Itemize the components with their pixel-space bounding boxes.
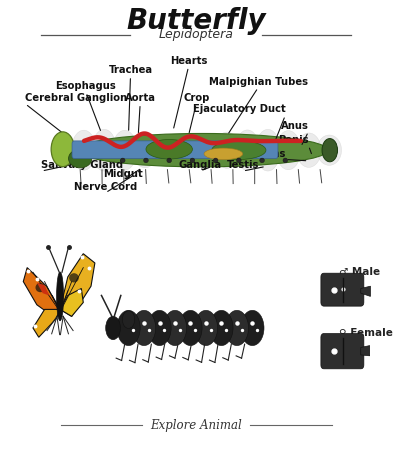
Ellipse shape [241,310,264,345]
Ellipse shape [92,129,117,171]
Text: ♀ Female: ♀ Female [339,328,392,337]
Ellipse shape [113,130,137,170]
Text: Ejaculatory Duct: Ejaculatory Duct [192,104,285,114]
Ellipse shape [133,133,158,168]
Text: Malpighian Tubes: Malpighian Tubes [209,77,308,86]
Text: Nerve Cord: Nerve Cord [74,182,137,192]
Ellipse shape [51,132,75,167]
Ellipse shape [260,158,264,163]
Polygon shape [361,345,370,356]
FancyBboxPatch shape [321,273,364,306]
Text: Cerebral Ganglion: Cerebral Ganglion [25,93,127,103]
Text: Salivary Gland: Salivary Gland [41,160,124,170]
FancyBboxPatch shape [321,334,364,369]
Polygon shape [37,282,49,296]
Ellipse shape [174,135,198,165]
Text: Testis: Testis [226,160,259,170]
Ellipse shape [204,148,243,160]
Ellipse shape [194,310,217,345]
Ellipse shape [317,135,341,165]
Ellipse shape [215,132,239,168]
Ellipse shape [76,133,328,167]
Ellipse shape [235,130,260,171]
Text: Trachea: Trachea [109,65,153,75]
Text: Anus: Anus [281,121,309,131]
Ellipse shape [69,273,79,282]
Ellipse shape [144,158,148,163]
Polygon shape [33,309,60,337]
Text: Explore Animal: Explore Animal [150,419,242,432]
Text: Crop: Crop [183,93,209,103]
Ellipse shape [68,149,92,168]
Text: Butterfly: Butterfly [126,7,266,35]
Polygon shape [361,286,371,297]
Ellipse shape [153,135,178,165]
Ellipse shape [72,130,96,170]
Polygon shape [60,289,83,316]
Ellipse shape [212,141,266,159]
Text: Esophagus: Esophagus [55,81,116,91]
Text: Vas Deferens: Vas Deferens [211,149,285,158]
FancyBboxPatch shape [72,141,278,158]
Polygon shape [23,267,60,319]
Text: Aorta: Aorta [125,93,156,103]
Ellipse shape [117,310,140,345]
Text: Penis: Penis [278,134,309,145]
Text: Midgut: Midgut [103,169,143,180]
Ellipse shape [296,133,321,167]
Ellipse shape [120,158,125,163]
Ellipse shape [194,134,219,166]
Ellipse shape [283,158,288,163]
Ellipse shape [36,283,45,292]
Ellipse shape [163,310,187,345]
Ellipse shape [106,316,120,339]
Ellipse shape [148,310,171,345]
Ellipse shape [225,310,249,345]
Ellipse shape [190,158,195,163]
Text: ♂ Male: ♂ Male [339,267,380,277]
Ellipse shape [146,140,192,159]
Ellipse shape [167,158,171,163]
Ellipse shape [132,310,156,345]
Ellipse shape [179,310,202,345]
Ellipse shape [213,158,218,163]
Text: Hearts: Hearts [170,55,207,66]
Text: Ganglia: Ganglia [179,160,222,170]
Ellipse shape [57,272,64,321]
Ellipse shape [322,139,337,162]
Ellipse shape [122,311,135,329]
Ellipse shape [256,129,280,171]
Ellipse shape [237,158,241,163]
Ellipse shape [276,131,301,170]
Ellipse shape [210,310,233,345]
Ellipse shape [51,133,76,168]
Text: Lepidoptera: Lepidoptera [159,28,234,41]
Polygon shape [60,254,95,316]
